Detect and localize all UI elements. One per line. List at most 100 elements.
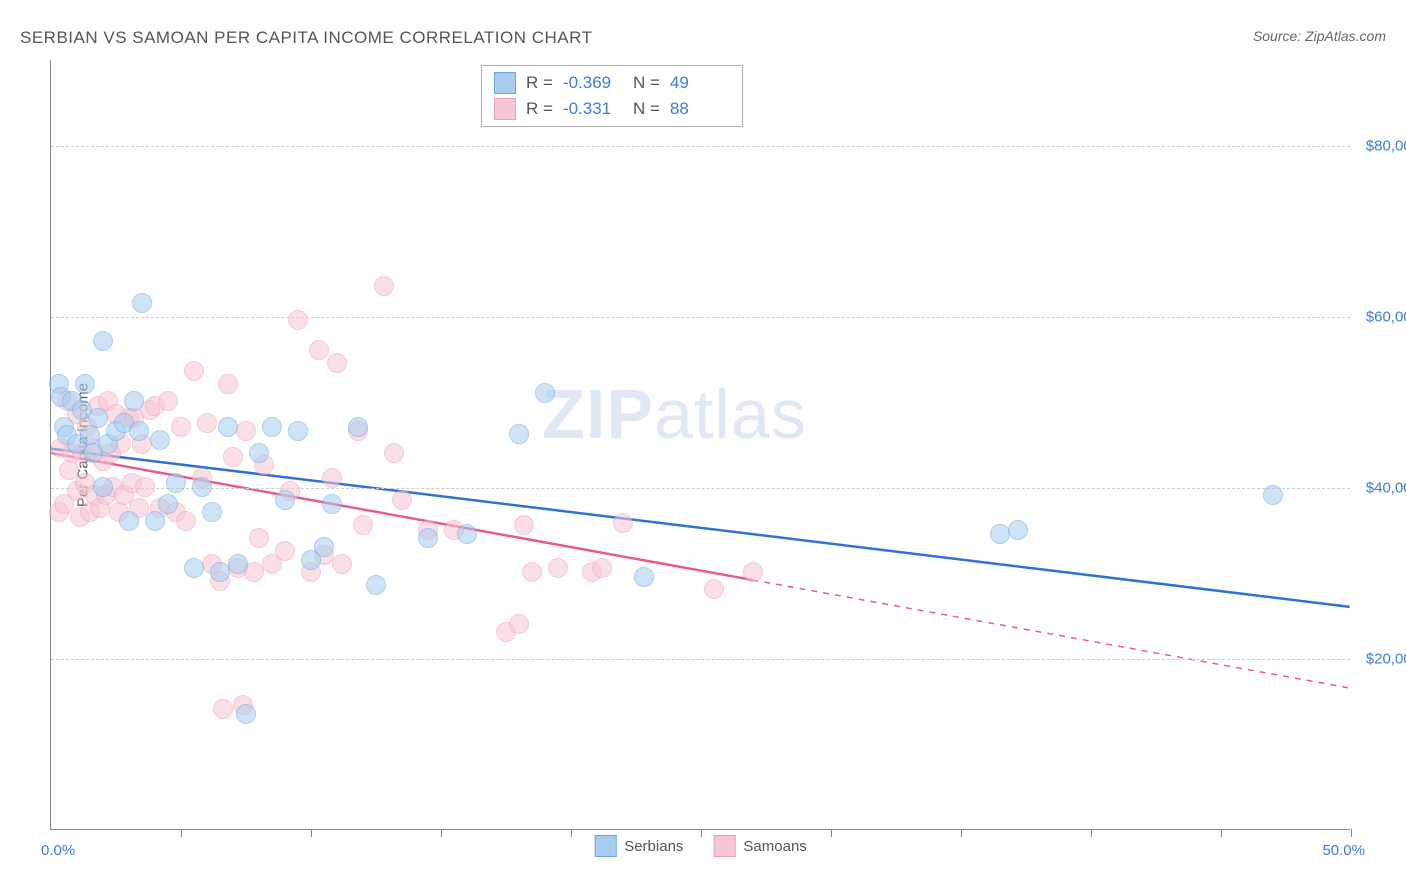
scatter-point — [192, 477, 212, 497]
y-tick-label: $80,000 — [1366, 137, 1406, 154]
scatter-point — [93, 331, 113, 351]
scatter-point — [457, 524, 477, 544]
chart-container: SERBIAN VS SAMOAN PER CAPITA INCOME CORR… — [0, 0, 1406, 892]
scatter-point — [202, 502, 222, 522]
x-tick — [961, 829, 962, 837]
scatter-point — [332, 554, 352, 574]
scatter-point — [75, 374, 95, 394]
scatter-point — [613, 513, 633, 533]
scatter-point — [145, 511, 165, 531]
x-tick — [1091, 829, 1092, 837]
swatch-samoans — [494, 98, 516, 120]
source-label: Source: ZipAtlas.com — [1253, 28, 1386, 44]
watermark: ZIPatlas — [542, 374, 807, 454]
stats-samoans-n: 88 — [670, 99, 730, 119]
scatter-point — [228, 554, 248, 574]
scatter-point — [743, 562, 763, 582]
scatter-point — [288, 310, 308, 330]
grid-line — [51, 488, 1350, 489]
scatter-point — [132, 293, 152, 313]
scatter-point — [314, 537, 334, 557]
scatter-point — [592, 558, 612, 578]
scatter-point — [176, 511, 196, 531]
scatter-point — [275, 541, 295, 561]
stats-serbians-n: 49 — [670, 73, 730, 93]
x-tick — [441, 829, 442, 837]
scatter-point — [210, 562, 230, 582]
scatter-point — [509, 424, 529, 444]
scatter-point — [119, 511, 139, 531]
x-tick — [311, 829, 312, 837]
scatter-point — [418, 528, 438, 548]
scatter-point — [249, 443, 269, 463]
chart-title: SERBIAN VS SAMOAN PER CAPITA INCOME CORR… — [20, 28, 592, 48]
scatter-point — [327, 353, 347, 373]
x-tick — [1221, 829, 1222, 837]
scatter-point — [158, 494, 178, 514]
scatter-point — [262, 417, 282, 437]
scatter-point — [184, 361, 204, 381]
trend-line-dashed — [752, 580, 1349, 688]
stats-samoans-r: -0.331 — [563, 99, 623, 119]
legend-swatch-samoans — [713, 835, 735, 857]
scatter-point — [384, 443, 404, 463]
legend-label-serbians: Serbians — [624, 838, 683, 855]
stats-row-samoans: R = -0.331 N = 88 — [494, 96, 730, 122]
scatter-point — [322, 494, 342, 514]
scatter-point — [218, 417, 238, 437]
scatter-point — [309, 340, 329, 360]
y-tick-label: $20,000 — [1366, 650, 1406, 667]
scatter-point — [322, 468, 342, 488]
scatter-point — [135, 477, 155, 497]
scatter-point — [990, 524, 1010, 544]
scatter-point — [129, 421, 149, 441]
scatter-point — [124, 391, 144, 411]
x-axis-end-label: 50.0% — [1322, 842, 1365, 859]
scatter-point — [275, 490, 295, 510]
watermark-light: atlas — [654, 375, 807, 453]
scatter-point — [374, 276, 394, 296]
legend-label-samoans: Samoans — [743, 838, 806, 855]
scatter-point — [704, 579, 724, 599]
y-tick-label: $40,000 — [1366, 479, 1406, 496]
grid-line — [51, 317, 1350, 318]
x-tick — [571, 829, 572, 837]
scatter-point — [213, 699, 233, 719]
scatter-point — [634, 567, 654, 587]
watermark-bold: ZIP — [542, 375, 654, 453]
stats-serbians-r: -0.369 — [563, 73, 623, 93]
scatter-point — [535, 383, 555, 403]
plot-area: ZIPatlas Per Capita Income 0.0% 50.0% R … — [50, 60, 1350, 830]
y-tick-label: $60,000 — [1366, 308, 1406, 325]
scatter-point — [1263, 485, 1283, 505]
grid-line — [51, 659, 1350, 660]
legend-item-samoans: Samoans — [713, 835, 806, 857]
trend-line-solid — [51, 449, 1349, 607]
scatter-point — [236, 421, 256, 441]
scatter-point — [548, 558, 568, 578]
scatter-point — [1008, 520, 1028, 540]
x-axis-start-label: 0.0% — [41, 842, 75, 859]
scatter-point — [514, 515, 534, 535]
scatter-point — [509, 614, 529, 634]
scatter-point — [218, 374, 238, 394]
scatter-point — [166, 473, 186, 493]
scatter-point — [223, 447, 243, 467]
scatter-point — [184, 558, 204, 578]
scatter-point — [249, 528, 269, 548]
stats-row-serbians: R = -0.369 N = 49 — [494, 70, 730, 96]
scatter-point — [158, 391, 178, 411]
scatter-point — [236, 704, 256, 724]
x-tick — [1351, 829, 1352, 837]
x-tick — [701, 829, 702, 837]
stats-r-label: R = — [526, 99, 553, 119]
correlation-stats-box: R = -0.369 N = 49 R = -0.331 N = 88 — [481, 65, 743, 127]
scatter-point — [197, 413, 217, 433]
scatter-point — [171, 417, 191, 437]
scatter-point — [353, 515, 373, 535]
x-tick — [181, 829, 182, 837]
legend-item-serbians: Serbians — [594, 835, 683, 857]
scatter-point — [150, 430, 170, 450]
scatter-point — [348, 417, 368, 437]
scatter-point — [392, 490, 412, 510]
